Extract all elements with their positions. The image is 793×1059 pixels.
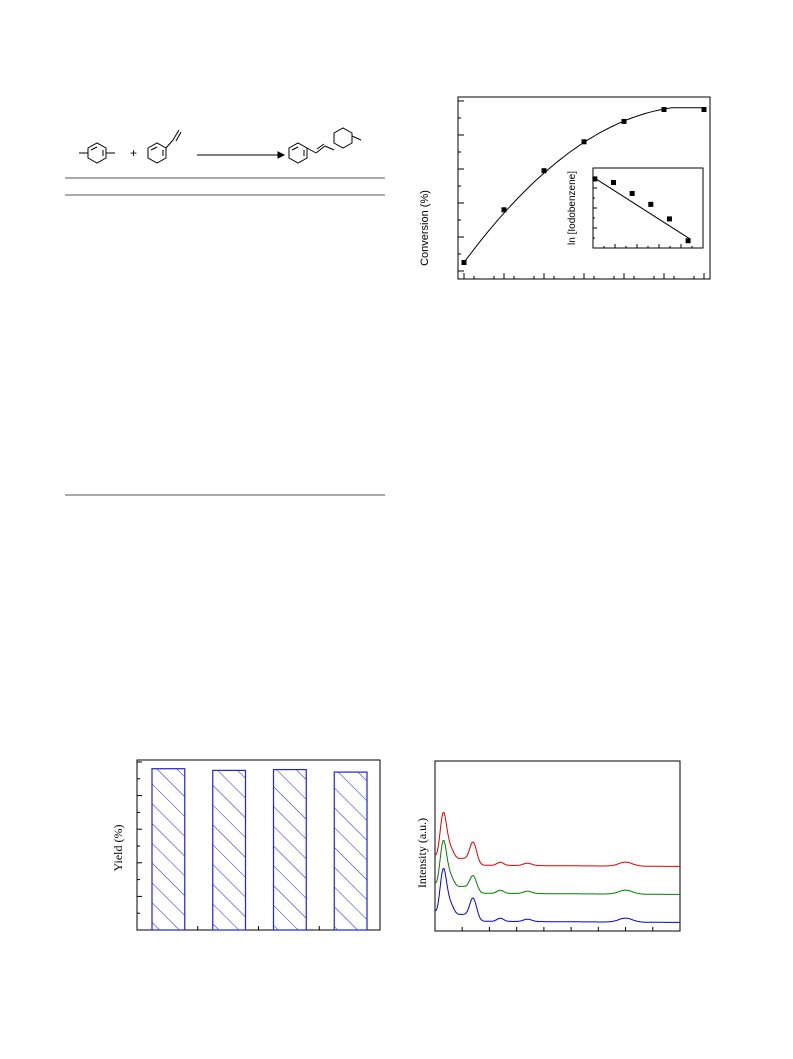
yield-plot-svg: Yield (%) — [111, 759, 381, 931]
xrd-plot-svg: Intensity (a.u.) — [415, 760, 681, 932]
yield-chart: Yield (%) — [100, 752, 390, 942]
inset-axis-ticks — [592, 167, 704, 249]
xrd-pattern-line — [434, 812, 680, 867]
xrd-plot-frame — [434, 760, 681, 932]
inset-points — [592, 176, 691, 244]
xrd-patterns — [434, 812, 680, 923]
reactant-1-structure — [79, 142, 115, 164]
conversion-data-point — [621, 118, 627, 124]
inset-frame — [592, 167, 704, 249]
conversion-data-point — [461, 260, 467, 265]
conversion-points — [461, 107, 707, 265]
reactant-2-structure — [147, 129, 182, 164]
reaction-scheme-table: + — [60, 120, 390, 510]
conversion-plot-svg: Conversion (%) ln [Iodobenzene] — [419, 96, 711, 280]
inset-data-point — [685, 238, 691, 244]
xrd-pattern-line — [434, 868, 680, 923]
conversion-data-point — [701, 107, 707, 112]
yield-bar — [333, 771, 368, 931]
inset-data-point — [629, 190, 635, 196]
inset-fit-line — [592, 176, 691, 240]
conversion-data-point — [501, 207, 507, 213]
yield-bar — [212, 769, 247, 931]
yield-bar — [272, 768, 307, 931]
reaction-arrow — [197, 151, 286, 159]
inset-data-point — [648, 201, 654, 207]
inset-data-point — [666, 216, 672, 222]
yield-bar — [151, 768, 186, 931]
conversion-ylabel: Conversion (%) — [419, 190, 431, 266]
yield-ylabel: Yield (%) — [111, 825, 125, 872]
xrd-chart: Intensity (a.u.) — [410, 758, 690, 938]
inset-ylabel: ln [Iodobenzene] — [567, 171, 578, 245]
inset-data-point — [611, 180, 617, 186]
xrd-ylabel: Intensity (a.u.) — [415, 818, 429, 888]
conversion-data-point — [581, 139, 587, 145]
inset-data-point — [592, 176, 598, 182]
conversion-data-point — [541, 168, 547, 174]
reaction-scheme: + — [65, 127, 385, 496]
xrd-axis-ticks — [434, 927, 681, 931]
plus-sign: + — [130, 146, 137, 160]
xrd-pattern-line — [434, 840, 680, 895]
yield-axis-ticks — [136, 761, 381, 931]
conversion-chart: Conversion (%) ln [Iodobenzene] — [410, 88, 730, 298]
yield-bars — [151, 768, 368, 931]
product-structure — [288, 127, 362, 164]
conversion-axis-ticks — [458, 100, 705, 279]
conversion-data-point — [661, 107, 667, 112]
